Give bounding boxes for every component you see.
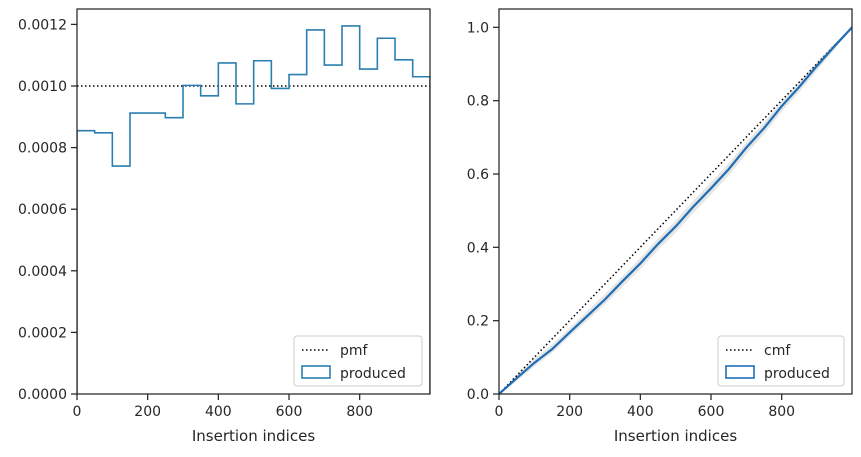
left-x-tick-label: 800 bbox=[346, 404, 373, 420]
right-x-tick-label: 200 bbox=[556, 404, 583, 420]
right-chart: 0 200 400 600 800 0.0 0.2 0.4 0.6 0.8 1.0 Insertion… bbox=[467, 8, 853, 445]
left-axes-frame bbox=[76, 8, 431, 395]
right-legend: cmf produced bbox=[717, 335, 845, 387]
right-y-tick-label: 0.4 bbox=[467, 240, 489, 256]
right-legend-reference-label: cmf bbox=[764, 343, 791, 359]
right-plot-area bbox=[499, 26, 852, 394]
right-y-tick-label: 0.8 bbox=[467, 94, 489, 110]
left-x-tick-label: 200 bbox=[134, 404, 161, 420]
right-x-tick-label: 800 bbox=[768, 404, 795, 420]
left-legend-reference-label: pmf bbox=[340, 343, 369, 359]
left-y-tick-label: 0.0010 bbox=[18, 79, 67, 95]
sample-band bbox=[499, 27, 852, 394]
left-y-tick-label: 0.0004 bbox=[18, 264, 67, 280]
right-y-tick-label: 1.0 bbox=[467, 20, 489, 36]
right-y-tick-label: 0.0 bbox=[467, 387, 489, 403]
left-legend: pmf produced bbox=[293, 335, 423, 387]
left-y-tick-label: 0.0006 bbox=[18, 202, 67, 218]
right-legend-produced-label: produced bbox=[764, 366, 830, 382]
left-y-tick-label: 0.0012 bbox=[18, 17, 67, 33]
right-x-tick-label: 0 bbox=[495, 404, 504, 420]
left-chart: 0 200 400 600 800 0.0000 0.0002 0.0004 0.0006 0.0… bbox=[18, 8, 431, 445]
left-x-tick-label: 600 bbox=[276, 404, 303, 420]
right-legend-box bbox=[717, 335, 845, 387]
left-x-axis-label: Insertion indices bbox=[192, 427, 315, 445]
produced-step-histogram bbox=[77, 25, 430, 394]
left-y-tick-label: 0.0002 bbox=[18, 325, 67, 341]
produced-cumulative-line bbox=[499, 26, 852, 394]
right-x-tick-label: 400 bbox=[627, 404, 654, 420]
left-legend-produced-swatch bbox=[301, 365, 331, 379]
right-legend-produced-swatch bbox=[725, 365, 755, 379]
left-x-tick-label: 0 bbox=[73, 404, 82, 420]
right-x-tick-label: 600 bbox=[698, 404, 725, 420]
left-plot-area bbox=[77, 25, 430, 394]
cmf-reference-line bbox=[499, 26, 852, 394]
left-x-tick-label: 400 bbox=[205, 404, 232, 420]
left-legend-produced-label: produced bbox=[340, 366, 406, 382]
right-y-tick-label: 0.2 bbox=[467, 314, 489, 330]
right-x-axis-label: Insertion indices bbox=[614, 427, 737, 445]
right-y-tick-label: 0.6 bbox=[467, 167, 489, 183]
right-axes-frame bbox=[498, 8, 853, 395]
left-legend-box bbox=[293, 335, 423, 387]
left-y-tick-label: 0.0008 bbox=[18, 141, 67, 157]
left-y-tick-label: 0.0000 bbox=[18, 387, 67, 403]
